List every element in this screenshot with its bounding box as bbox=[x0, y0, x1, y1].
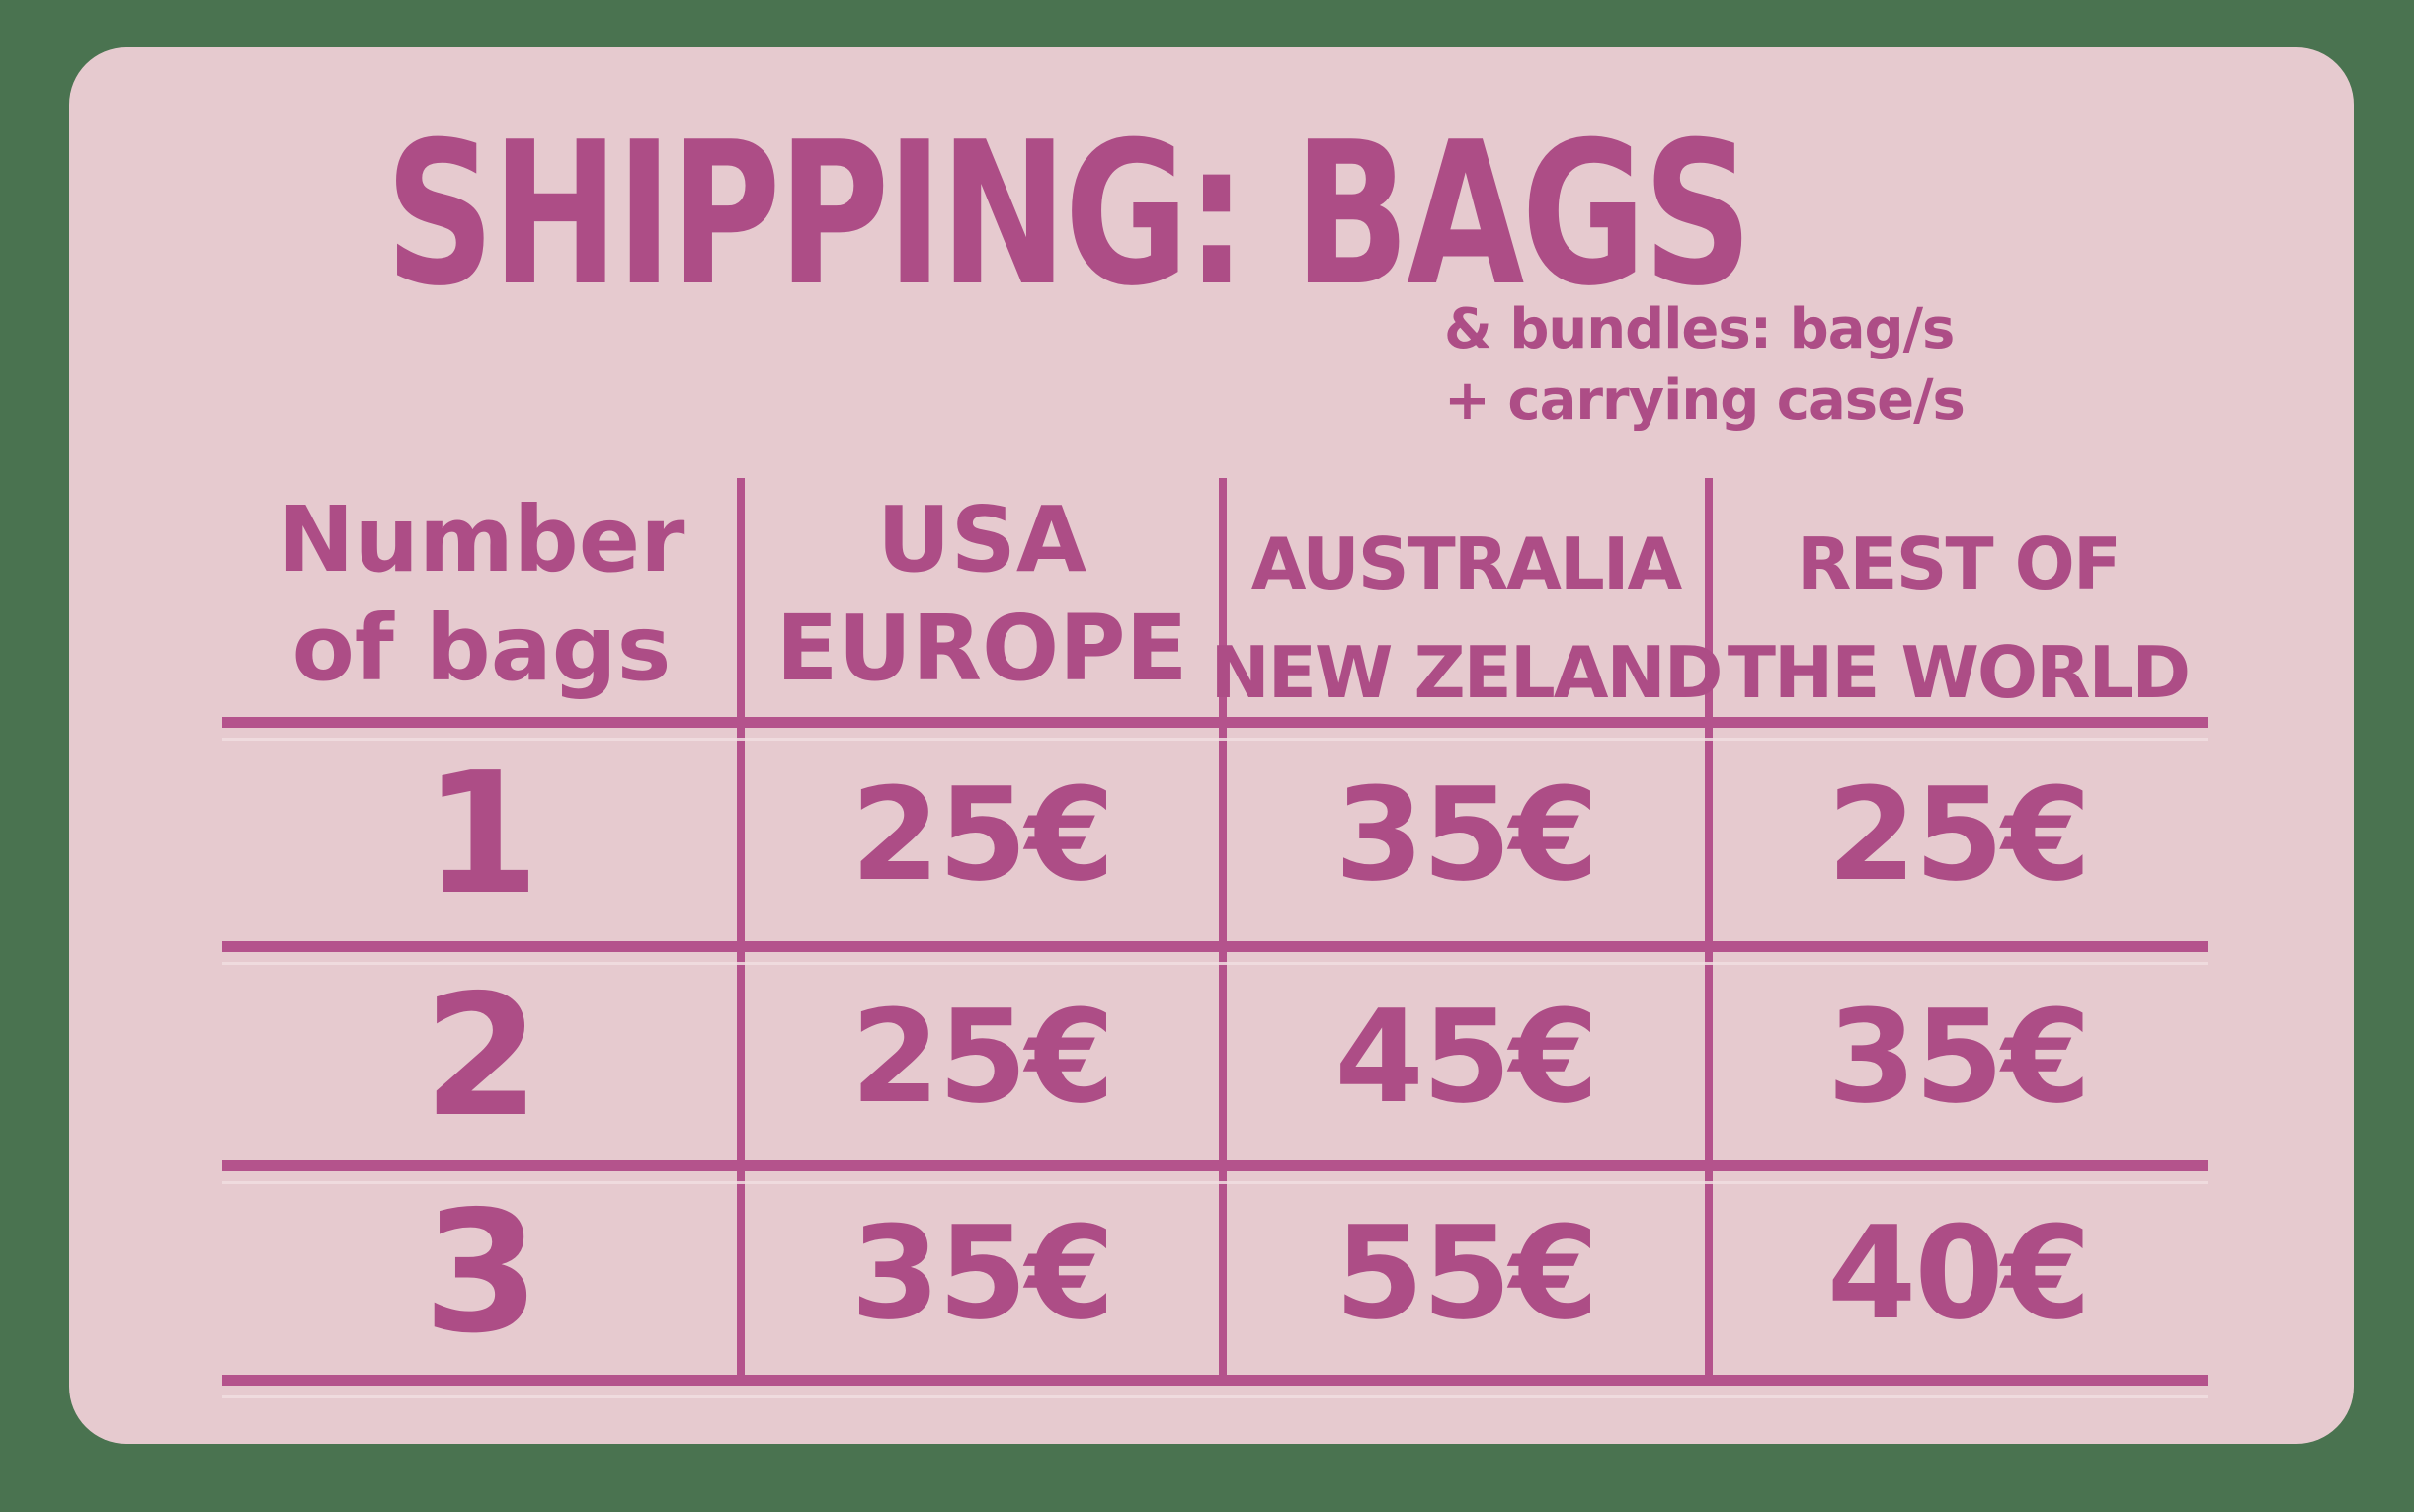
row-3-rest-of-world-price: 40€ bbox=[1826, 1198, 2091, 1348]
header-usa-europe: USA EUROPE bbox=[741, 486, 1223, 703]
column-separator-1 bbox=[737, 478, 745, 1386]
header-number-of-bags-line-2: of bags bbox=[291, 596, 672, 701]
column-separator-3 bbox=[1705, 478, 1713, 1386]
header-rest-of-the-world: REST OF THE WORLD bbox=[1709, 510, 2208, 727]
header-rule bbox=[222, 717, 2208, 728]
header-australia-new-zeland: AUSTRALIA NEW ZELAND bbox=[1211, 510, 1724, 727]
header-usa-europe-line-2: EUROPE bbox=[775, 596, 1188, 701]
row-rule-2 bbox=[222, 1160, 2208, 1171]
row-3-bag-count: 3 bbox=[423, 1175, 540, 1371]
subtitle-line-2: + carrying case/s bbox=[1444, 368, 1966, 433]
header-usa-europe-line-1: USA bbox=[876, 487, 1087, 593]
row-1-bag-count: 1 bbox=[423, 737, 540, 932]
header-australia-line-1: AUSTRALIA bbox=[1250, 522, 1682, 605]
bottom-rule-shadow bbox=[222, 1395, 2208, 1398]
poster-subtitle: & bundles: bag/s + carrying case/s bbox=[1444, 294, 1966, 437]
row-1-australia-price: 35€ bbox=[1334, 759, 1598, 910]
row-2-bag-count: 2 bbox=[423, 958, 540, 1154]
row-rule-1 bbox=[222, 941, 2208, 952]
pricing-card bbox=[69, 47, 2354, 1444]
row-3-australia-price: 55€ bbox=[1334, 1198, 1598, 1348]
poster-title: SHIPPING: BAGS bbox=[385, 100, 1752, 330]
row-rule-2-shadow bbox=[222, 1181, 2208, 1184]
subtitle-line-1: & bundles: bag/s bbox=[1444, 297, 1955, 361]
bottom-rule bbox=[222, 1375, 2208, 1386]
row-2-australia-price: 45€ bbox=[1334, 981, 1598, 1132]
header-australia-line-2: NEW ZELAND bbox=[1210, 631, 1724, 714]
header-rule-shadow bbox=[222, 738, 2208, 741]
row-2-usa-europe-price: 25€ bbox=[850, 981, 1114, 1132]
header-rest-line-2: THE WORLD bbox=[1727, 631, 2191, 714]
row-3-usa-europe-price: 35€ bbox=[850, 1198, 1114, 1348]
column-separator-2 bbox=[1219, 478, 1227, 1386]
row-rule-1-shadow bbox=[222, 962, 2208, 965]
row-1-usa-europe-price: 25€ bbox=[850, 759, 1114, 910]
header-number-of-bags: Number of bags bbox=[222, 486, 741, 703]
header-number-of-bags-line-1: Number bbox=[278, 487, 685, 593]
row-1-rest-of-world-price: 25€ bbox=[1826, 759, 2091, 910]
header-rest-line-1: REST OF bbox=[1796, 522, 2122, 605]
row-2-rest-of-world-price: 35€ bbox=[1826, 981, 2091, 1132]
